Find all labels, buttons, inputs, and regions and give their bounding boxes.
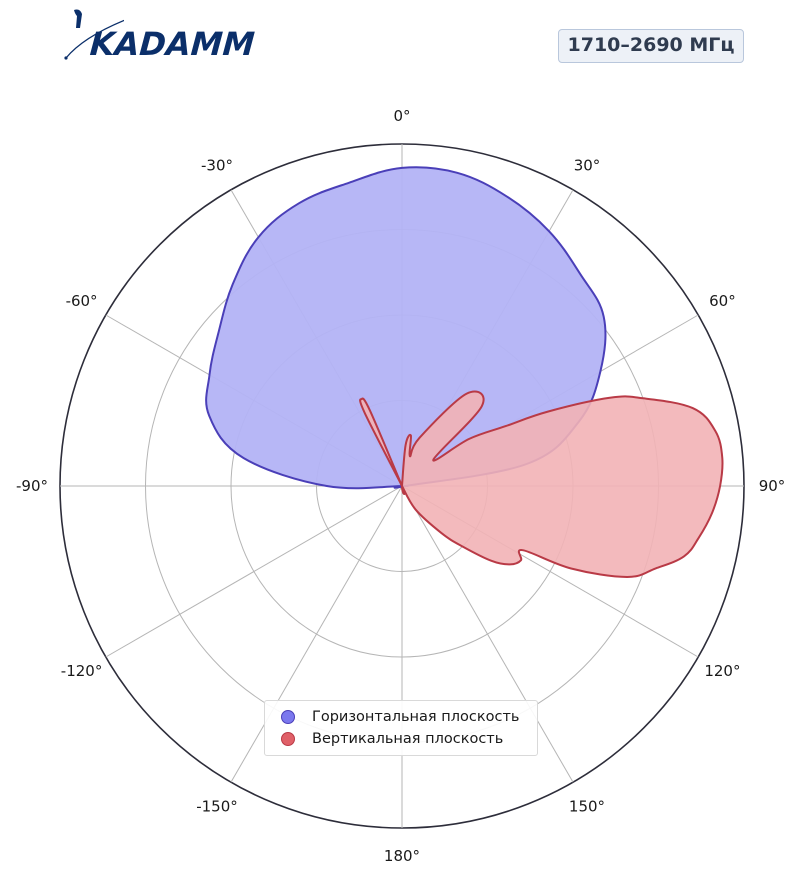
kadamm-logo: KADAMM <box>64 6 264 63</box>
legend-item-vertical: Вертикальная плоскость <box>281 728 537 750</box>
angular-tick-label: -90° <box>16 477 48 495</box>
angular-tick-label: 120° <box>704 662 740 680</box>
legend-label-vertical: Вертикальная плоскость <box>312 731 504 747</box>
angular-tick-label: -150° <box>196 797 238 815</box>
angular-gridline <box>105 485 403 658</box>
chart-legend: Горизонтальная плоскость Вертикальная пл… <box>264 700 538 756</box>
angular-tick-label: -60° <box>66 292 98 310</box>
legend-item-horizontal: Горизонтальная плоскость <box>281 706 537 728</box>
angular-tick-label: 90° <box>759 477 786 495</box>
angular-tick-label: -120° <box>61 662 103 680</box>
legend-marker-vertical <box>281 732 295 746</box>
angular-gridline <box>230 485 403 783</box>
frequency-range-badge: 1710–2690 МГц <box>558 29 744 63</box>
angular-tick-label: 30° <box>574 157 601 175</box>
angular-tick-label: 150° <box>569 797 605 815</box>
angular-ticks: 0° 30° 60° 90° 120° 150° 180° -150° -120° -90° -60… <box>16 107 785 865</box>
vertical-pattern-area <box>359 390 724 578</box>
legend-marker-horizontal <box>281 710 295 724</box>
angular-tick-label: -30° <box>201 157 233 175</box>
angular-tick-label: 60° <box>709 292 736 310</box>
angular-gridline <box>401 485 574 783</box>
angular-tick-label: 0° <box>393 107 410 125</box>
logo-emblem-icon <box>64 9 124 60</box>
polar-series <box>205 166 724 578</box>
legend-label-horizontal: Горизонтальная плоскость <box>312 709 520 725</box>
angular-tick-label: 180° <box>384 847 420 865</box>
